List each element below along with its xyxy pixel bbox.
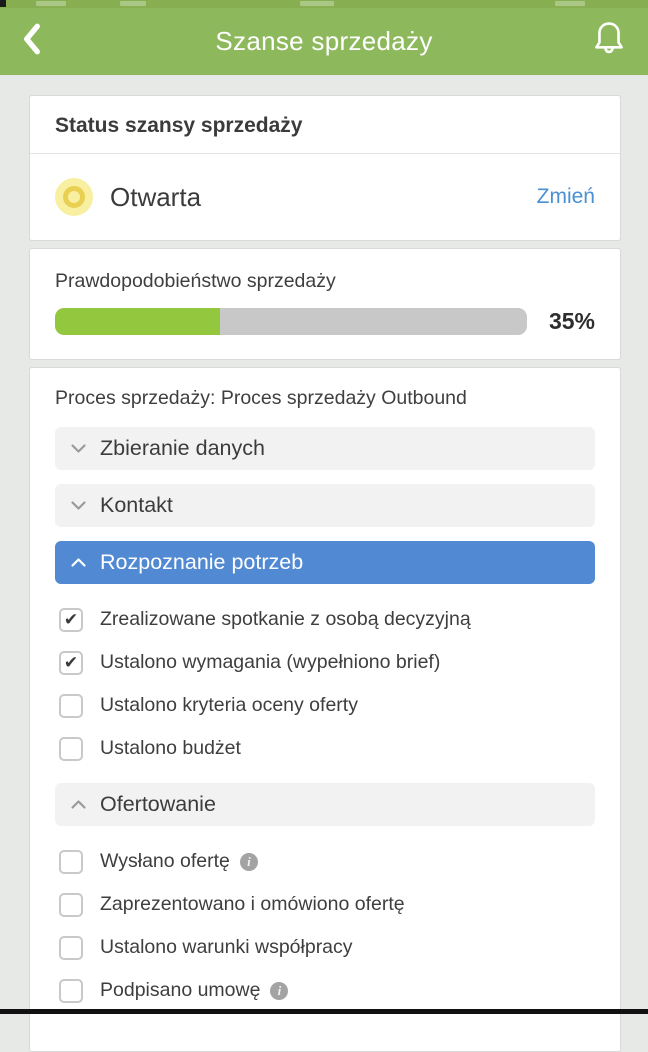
checkbox[interactable]: ✔ xyxy=(59,607,83,632)
progress-percent: 35% xyxy=(548,308,595,334)
checkbox[interactable] xyxy=(59,892,83,917)
progress-fill xyxy=(55,308,221,335)
checklist-item: Podpisano umowę i xyxy=(59,969,595,1012)
checkbox-label: Podpisano umowę xyxy=(100,979,261,1001)
chevron-down-icon xyxy=(70,499,87,512)
info-icon[interactable]: i xyxy=(239,852,258,871)
checkbox[interactable] xyxy=(59,978,83,1003)
app-header: Szanse sprzedaży xyxy=(0,8,648,75)
checkbox[interactable]: ✔ xyxy=(59,650,83,675)
status-bar-icon xyxy=(36,1,66,6)
status-open-icon xyxy=(55,178,93,216)
status-bar-icon xyxy=(555,1,585,6)
change-status-link[interactable]: Zmień xyxy=(536,185,595,208)
stage-label: Kontakt xyxy=(100,493,173,517)
notifications-button[interactable] xyxy=(582,19,628,64)
checklist-item: Ustalono budżet xyxy=(59,727,595,770)
chevron-up-icon xyxy=(70,556,87,569)
stage-kontakt[interactable]: Kontakt xyxy=(55,484,595,527)
checkbox-label: Ustalono warunki współpracy xyxy=(100,936,353,958)
checklist-item: ✔ Zrealizowane spotkanie z osobą decyzyj… xyxy=(59,598,595,641)
status-card: Status szansy sprzedaży Otwarta Zmień xyxy=(29,95,621,241)
process-card: Proces sprzedaży: Proces sprzedaży Outbo… xyxy=(29,367,621,1052)
screen-corner-artifact xyxy=(0,0,6,7)
back-chevron-icon xyxy=(20,22,44,61)
stage-ofertowanie[interactable]: Ofertowanie xyxy=(55,783,595,826)
stage-label: Ofertowanie xyxy=(100,792,216,816)
stage-label: Zbieranie danych xyxy=(100,436,265,460)
bell-icon xyxy=(590,19,628,64)
checkbox[interactable] xyxy=(59,693,83,718)
stage-label: Rozpoznanie potrzeb xyxy=(100,550,304,574)
probability-row: 35% xyxy=(55,308,595,335)
info-icon[interactable]: i xyxy=(270,981,289,1000)
status-bar-icon xyxy=(300,1,334,6)
screen-bottom-edge xyxy=(0,1009,648,1014)
stage-rozpoznanie-potrzeb[interactable]: Rozpoznanie potrzeb xyxy=(55,541,595,584)
checkbox-label: Ustalono budżet xyxy=(100,737,241,759)
checkbox[interactable] xyxy=(59,736,83,761)
probability-card: Prawdopodobieństwo sprzedaży 35% xyxy=(29,248,621,360)
checkbox-label: Zaprezentowano i omówiono ofertę xyxy=(100,893,405,915)
chevron-up-icon xyxy=(70,798,87,811)
checkbox[interactable] xyxy=(59,935,83,960)
status-bar-icon xyxy=(120,1,146,6)
checkbox-label: Wysłano ofertę xyxy=(100,850,230,872)
stage-zbieranie-danych[interactable]: Zbieranie danych xyxy=(55,427,595,470)
chevron-down-icon xyxy=(70,442,87,455)
probability-label: Prawdopodobieństwo sprzedaży xyxy=(55,270,336,292)
stage-checklist: Wysłano ofertę i Zaprezentowano i omówio… xyxy=(59,840,595,1012)
back-button[interactable] xyxy=(20,22,66,61)
checkbox[interactable] xyxy=(59,849,83,874)
checkbox-label: Zrealizowane spotkanie z osobą decyzyjną xyxy=(100,608,471,630)
content: Status szansy sprzedaży Otwarta Zmień Pr… xyxy=(0,75,648,1052)
status-bar xyxy=(0,0,648,8)
checklist-item: Wysłano ofertę i xyxy=(59,840,595,883)
status-value: Otwarta xyxy=(110,181,202,212)
checklist-item: Ustalono kryteria oceny oferty xyxy=(59,684,595,727)
checkbox-label: Ustalono kryteria oceny oferty xyxy=(100,694,358,716)
process-title: Proces sprzedaży: Proces sprzedaży Outbo… xyxy=(55,387,467,409)
stage-checklist: ✔ Zrealizowane spotkanie z osobą decyzyj… xyxy=(59,598,595,770)
checkbox-label: Ustalono wymagania (wypełniono brief) xyxy=(100,651,441,673)
page-title: Szanse sprzedaży xyxy=(215,26,433,56)
checklist-item: Ustalono warunki współpracy xyxy=(59,926,595,969)
status-card-title: Status szansy sprzedaży xyxy=(30,96,620,154)
progress-track xyxy=(55,308,527,335)
status-row: Otwarta Zmień xyxy=(30,154,620,240)
checklist-item: ✔ Ustalono wymagania (wypełniono brief) xyxy=(59,641,595,684)
checklist-item: Zaprezentowano i omówiono ofertę xyxy=(59,883,595,926)
